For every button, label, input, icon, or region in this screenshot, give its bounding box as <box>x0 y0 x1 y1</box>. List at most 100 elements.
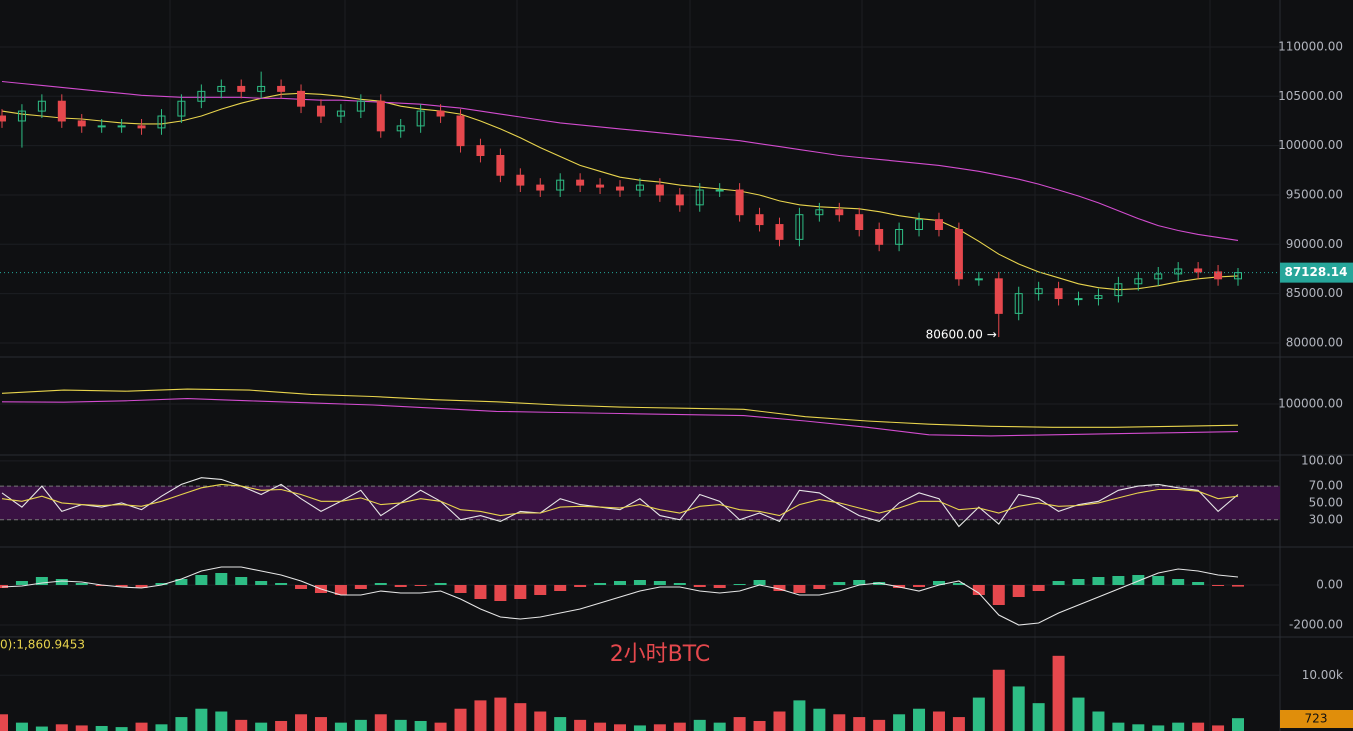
histogram-bar <box>1012 585 1025 597</box>
price-tag-label: 87128.14 <box>1284 265 1347 279</box>
histogram-bar <box>753 580 766 585</box>
candle-body <box>0 115 6 122</box>
candle-body <box>974 278 983 281</box>
low-annotation: 80600.00 → <box>926 328 997 342</box>
candle-body <box>655 184 664 196</box>
histogram-bar <box>1112 576 1125 585</box>
candle-body <box>1154 273 1163 280</box>
volume-bar <box>394 719 407 731</box>
histogram-bar <box>1032 585 1045 591</box>
histogram-bar <box>235 577 248 585</box>
candle-body <box>895 228 904 245</box>
indicator-line <box>1 566 1239 626</box>
candle-body <box>97 125 106 128</box>
histogram-bar <box>394 585 407 587</box>
candle-body <box>675 194 684 206</box>
histogram-bar <box>713 585 726 588</box>
histogram-bar <box>1172 579 1185 585</box>
volume-tag-label: 723 <box>1305 712 1328 726</box>
candle-body <box>616 186 624 191</box>
candle-body <box>1094 295 1103 300</box>
volume-bar <box>434 722 447 731</box>
histogram-bar <box>215 573 228 585</box>
volume-bar <box>155 724 168 731</box>
candle-body <box>815 209 824 216</box>
candle-body <box>1174 268 1183 275</box>
volume-bar <box>833 714 846 731</box>
volume-bar <box>255 722 268 731</box>
volume-bar <box>414 720 427 731</box>
candle-body <box>217 85 226 92</box>
histogram-bar <box>35 577 48 585</box>
histogram-bar <box>255 581 268 585</box>
candle-body <box>915 219 924 230</box>
candle-body <box>436 110 445 117</box>
volume-bar <box>454 708 467 731</box>
histogram-bar <box>1192 582 1205 585</box>
volume-bar <box>0 714 8 731</box>
volume-bar <box>1132 724 1145 731</box>
volume-bar <box>514 703 527 731</box>
histogram-bar <box>932 581 945 585</box>
volume-bar <box>733 717 746 731</box>
histogram-bar <box>135 585 148 588</box>
candle-body <box>396 125 405 132</box>
y-tick-label: 105000.00 <box>1278 89 1343 103</box>
histogram-bar <box>514 585 527 599</box>
volume-bar <box>35 726 48 731</box>
candle-body <box>576 179 585 186</box>
candle-body <box>57 100 66 122</box>
volume-bar <box>673 722 686 731</box>
histogram-bar <box>454 585 467 593</box>
candle-body <box>735 189 744 216</box>
candle-body <box>994 278 1003 314</box>
candle-body <box>157 115 166 129</box>
volume-bar <box>574 719 587 731</box>
candle-body <box>37 100 46 112</box>
histogram-bar <box>434 583 447 585</box>
histogram-bar <box>1072 579 1085 585</box>
candle-body <box>456 115 465 147</box>
candle-body <box>855 214 864 230</box>
candle-body <box>1214 271 1223 280</box>
indicator-line <box>1 477 1239 528</box>
volume-bar <box>992 669 1005 731</box>
volume-bar <box>1092 711 1105 731</box>
histogram-bar <box>972 585 985 595</box>
volume-bar <box>853 717 866 731</box>
y-tick-label: 110000.00 <box>1278 39 1343 53</box>
y-tick-label: 80000.00 <box>1286 335 1343 349</box>
volume-bar <box>693 719 706 731</box>
histogram-bar <box>195 575 208 585</box>
histogram-bar <box>554 585 567 591</box>
candle-body <box>197 90 206 102</box>
candle-body <box>336 110 345 117</box>
volume-bar <box>95 725 108 731</box>
indicator-legend: 0):1,860.9453 <box>0 638 85 652</box>
y-tick-label: 95000.00 <box>1286 187 1343 201</box>
volume-bar <box>235 719 248 731</box>
candle-body <box>516 174 525 186</box>
candle-body <box>1054 288 1063 300</box>
histogram-bar <box>773 585 786 591</box>
histogram-bar <box>1212 585 1225 586</box>
histogram-bar <box>494 585 507 601</box>
histogram-bar <box>693 585 706 587</box>
volume-bar <box>813 708 826 731</box>
histogram-bar <box>155 583 168 585</box>
volume-bar <box>354 719 367 731</box>
candle-body <box>257 85 266 92</box>
volume-bar <box>135 722 148 731</box>
candle-body <box>77 120 86 127</box>
volume-tag <box>1280 710 1353 728</box>
volume-bar <box>1172 722 1185 731</box>
y-tick-label: 0.00 <box>1316 578 1343 592</box>
y-tick-label: 10.00k <box>1302 668 1343 682</box>
histogram-bar <box>115 585 128 587</box>
volume-bar <box>614 724 626 731</box>
candle-body <box>137 125 146 129</box>
y-tick-label: 100000.00 <box>1278 138 1343 152</box>
y-tick-label: 100.00 <box>1301 453 1343 467</box>
